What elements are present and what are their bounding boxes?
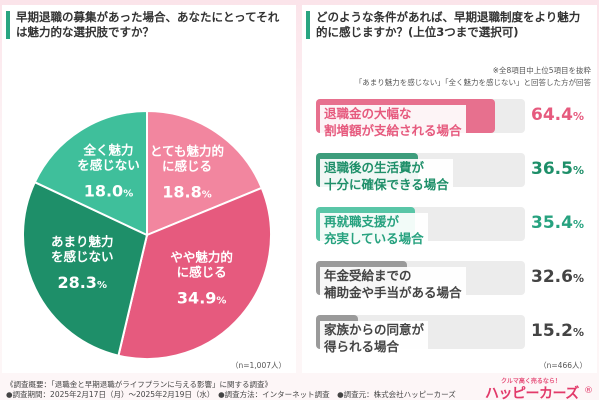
bar-track: 家族からの同意が 得られる場合 — [316, 315, 525, 355]
pie-slice-label: とても魅力的に感じる — [150, 143, 224, 173]
pie-slice-value: 34.9% — [177, 289, 227, 308]
bar-track: 再就職支援が 充実している場合 — [316, 207, 525, 247]
bar-value-label: 35.4% — [531, 213, 584, 233]
right-question-title: どのような条件があれば、早期退職制度をより魅力的に感じますか？(上位3つまで選択… — [316, 10, 581, 39]
attractiveness-pie-chart: とても魅力的に感じる 18.8% やや魅力的に感じる 34.9% あまり魅力を感じない 2… — [22, 109, 272, 360]
bar-category-label: 家族からの同意が 得られる場合 — [320, 321, 429, 355]
pie-slice-value: 18.8% — [162, 182, 212, 201]
bar-row: 再就職支援が 充実している場合 35.4% — [316, 199, 592, 249]
pie-slice-value: 18.0% — [84, 181, 134, 200]
bar-category-label: 退職後の生活費が 十分に確保できる場合 — [320, 159, 453, 193]
happycars-logo: クルマ高く売るなら！ ハッピーカーズ ® — [485, 376, 593, 400]
respondent-note: 「あまり魅力を感じない」「全く魅力を感じない」と回答した方が回答 — [354, 78, 591, 87]
bar-row: 年金受給までの 補助金や手当がある場合 32.6% — [316, 253, 592, 303]
survey-overview: 《調査概要：「退職金と早期退職がライフプランに与える影響」に関する調査》 — [6, 380, 273, 389]
left-sample-size: （n=1,007人） — [230, 361, 286, 370]
bar-value-label: 15.2% — [531, 321, 584, 341]
pie-slice-label: やや魅力的に感じる — [170, 250, 233, 280]
right-question-header: どのような条件があれば、早期退職制度をより魅力的に感じますか？(上位3つまで選択… — [302, 5, 597, 45]
pie-slice-label: 全く魅力を感じない — [77, 142, 140, 172]
bar-row: 退職後の生活費が 十分に確保できる場合 36.5% — [316, 145, 592, 195]
left-question-panel: 早期退職の募集があった場合、あなたにとってそれは魅力的な選択肢ですか？ とても魅… — [2, 5, 296, 373]
pie-slice — [22, 180, 149, 357]
bar-category-label: 退職金の大幅な 割増額が支給される場合 — [320, 105, 466, 139]
bar-row: 退職金の大幅な 割増額が支給される場合 64.4% — [316, 91, 592, 141]
pie-slice — [146, 109, 264, 237]
pie-slice — [117, 186, 272, 360]
logo-mark: ® — [584, 386, 593, 396]
survey-footer: 《調査概要：「退職金と早期退職がライフプランに与える影響」に関する調査》 ●調査… — [0, 376, 599, 400]
pie-slice — [33, 109, 148, 237]
right-sample-size: （n=466人） — [539, 361, 587, 370]
bar-track: 退職金の大幅な 割増額が支給される場合 — [316, 99, 525, 139]
excerpt-note: ※全8項目中上位5項目を抜粋 — [492, 66, 591, 75]
bar-category-label: 再就職支援が 充実している場合 — [320, 213, 428, 247]
left-question-header: 早期退職の募集があった場合、あなたにとってそれは魅力的な選択肢ですか？ — [2, 5, 296, 45]
logo-name: ハッピーカーズ — [485, 386, 579, 400]
question-accent-bar — [6, 11, 10, 39]
left-question-title: 早期退職の募集があった場合、あなたにとってそれは魅力的な選択肢ですか？ — [16, 10, 280, 39]
bar-value-label: 64.4% — [531, 105, 584, 125]
bar-track: 年金受給までの 補助金や手当がある場合 — [316, 261, 525, 301]
right-question-panel: どのような条件があれば、早期退職制度をより魅力的に感じますか？(上位3つまで選択… — [302, 5, 597, 373]
bar-track: 退職後の生活費が 十分に確保できる場合 — [316, 153, 525, 193]
bar-category-label: 年金受給までの 補助金や手当がある場合 — [320, 267, 466, 301]
logo-tagline: クルマ高く売るなら！ — [501, 378, 561, 385]
pie-slice-label: あまり魅力を感じない — [51, 234, 114, 264]
pie-slice-value: 28.3% — [57, 273, 107, 292]
bar-value-label: 32.6% — [531, 267, 584, 287]
bar-row: 家族からの同意が 得られる場合 15.2% — [316, 307, 592, 357]
question-accent-bar — [306, 11, 310, 39]
bar-value-label: 36.5% — [531, 159, 584, 179]
survey-details: ●調査期間：2025年2月17日（月）〜2025年2月19日（水） ●調査方法：… — [6, 390, 456, 399]
